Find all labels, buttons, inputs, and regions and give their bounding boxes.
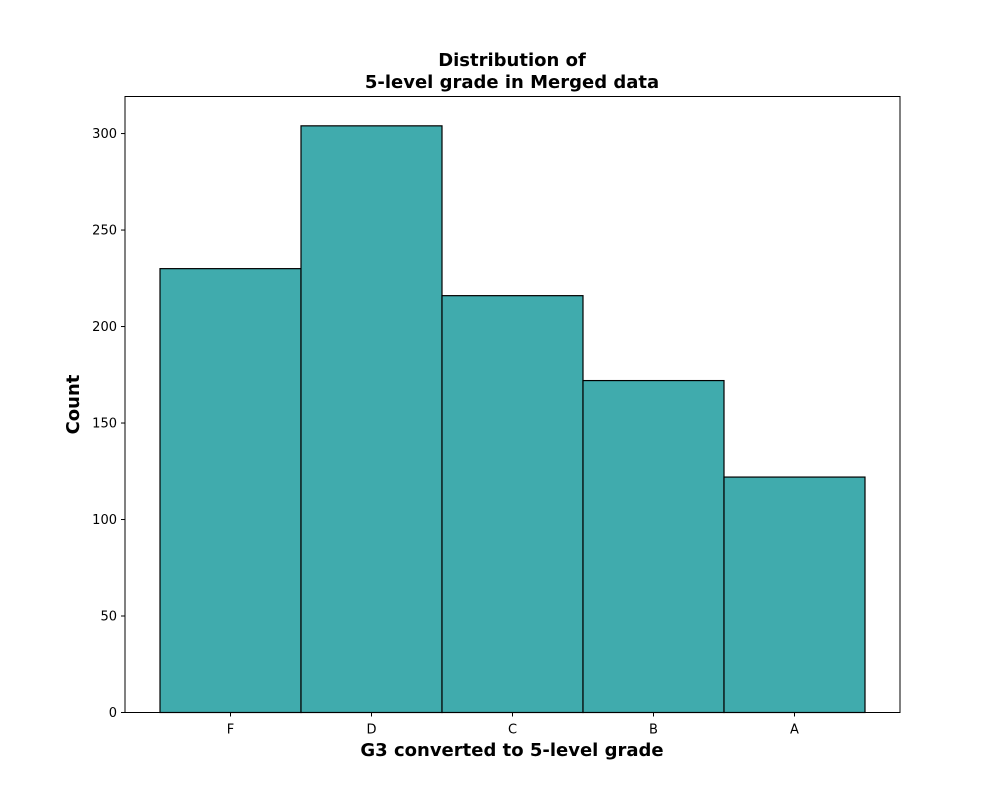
x-axis-label: G3 converted to 5-level grade xyxy=(360,740,663,761)
x-tick-label-a: A xyxy=(790,723,799,738)
bar-b xyxy=(582,379,725,714)
x-tick-label-c: C xyxy=(508,723,517,738)
x-tick-label-f: F xyxy=(227,723,234,738)
y-tick-label: 150 xyxy=(92,417,117,432)
y-tick-label: 50 xyxy=(100,610,117,625)
bar-d xyxy=(300,125,443,714)
chart-title-line-2: 5-level grade in Merged data xyxy=(365,72,659,93)
y-tick-label: 0 xyxy=(109,706,117,721)
bars-layer xyxy=(159,125,866,714)
bar-a xyxy=(723,476,866,714)
y-axis-label: Count xyxy=(63,374,84,434)
bar-c xyxy=(441,295,584,714)
bar-f xyxy=(159,268,302,714)
y-tick-label: 200 xyxy=(92,320,117,335)
y-tick-label: 250 xyxy=(92,224,117,239)
chart-title-line-1: Distribution of xyxy=(438,50,586,71)
y-tick-label: 300 xyxy=(92,127,117,142)
y-tick-label: 100 xyxy=(92,513,117,528)
y-axis: 0 50 100 150 200 250 300 xyxy=(92,127,125,721)
x-tick-label-b: B xyxy=(649,723,658,738)
x-tick-label-d: D xyxy=(366,723,376,738)
